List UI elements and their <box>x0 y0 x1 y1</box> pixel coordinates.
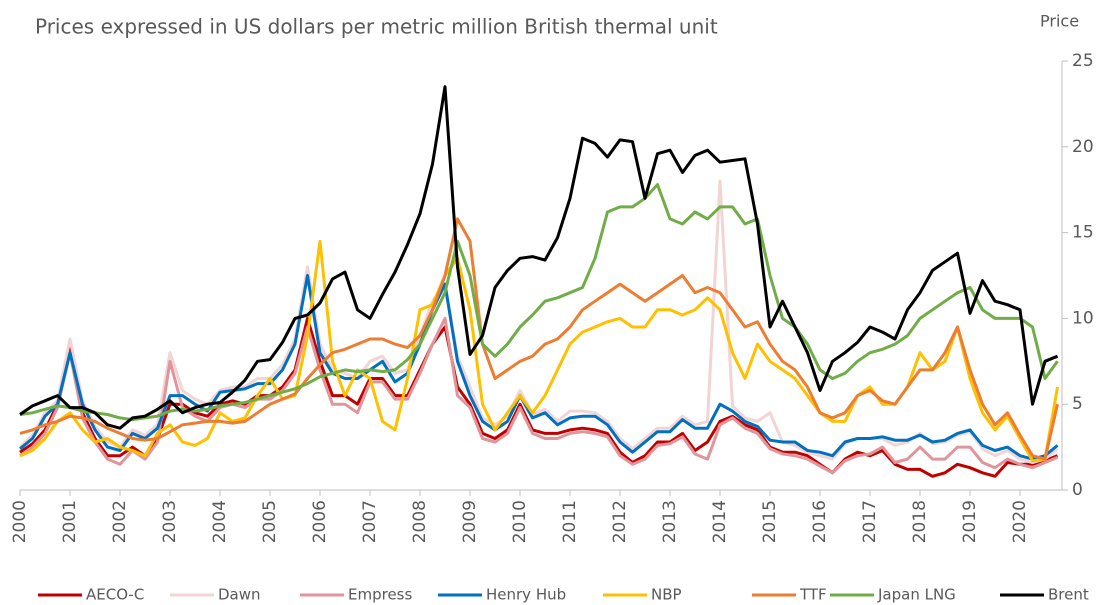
y-tick-label: 5 <box>1072 394 1083 414</box>
legend-label: Japan LNG <box>877 586 956 604</box>
x-tick-label: 2006 <box>310 500 330 543</box>
y-tick-label: 0 <box>1072 480 1083 500</box>
series-line <box>19 183 1059 422</box>
x-tick-label: 2009 <box>460 500 480 543</box>
series-line <box>19 316 1059 478</box>
x-tick-label: 2017 <box>860 500 880 543</box>
series-line <box>18 179 1059 464</box>
x-tick-label: 2012 <box>610 500 630 543</box>
legend-label: TTF <box>799 586 827 604</box>
series-line <box>19 316 1059 475</box>
x-tick-label: 2002 <box>110 500 130 543</box>
x-tick-label: 2004 <box>210 500 230 543</box>
y-tick-label: 15 <box>1072 223 1094 243</box>
x-tick-label: 2013 <box>660 500 680 543</box>
series-line <box>19 274 1059 461</box>
y-tick-label: 25 <box>1072 51 1094 71</box>
y-axis-label: Price <box>1040 12 1079 31</box>
x-tick-label: 2019 <box>960 500 980 543</box>
legend-label: Brent <box>1048 586 1089 604</box>
x-tick-label: 2016 <box>810 500 830 543</box>
y-tick-label: 10 <box>1072 308 1094 328</box>
legend-label: NBP <box>651 586 682 604</box>
legend-label: AECO-C <box>86 586 144 604</box>
series-line <box>19 217 1059 461</box>
legend-label: Empress <box>348 586 412 604</box>
x-tick-label: 2018 <box>910 500 930 543</box>
x-tick-label: 2007 <box>360 500 380 543</box>
series-line <box>19 239 1059 463</box>
x-tick-label: 2008 <box>410 500 430 543</box>
x-tick-label: 2000 <box>10 500 30 543</box>
x-tick-label: 2001 <box>60 500 80 543</box>
legend-label: Henry Hub <box>486 586 566 604</box>
x-tick-label: 2011 <box>560 500 580 543</box>
x-tick-label: 2005 <box>260 500 280 543</box>
x-tick-label: 2014 <box>710 500 730 543</box>
series-line <box>19 85 1059 430</box>
y-tick-label: 20 <box>1072 137 1094 157</box>
x-tick-label: 2003 <box>160 500 180 543</box>
x-tick-label: 2020 <box>1010 500 1030 543</box>
legend-label: Dawn <box>218 586 261 604</box>
x-tick-label: 2010 <box>510 500 530 543</box>
x-tick-label: 2015 <box>760 500 780 543</box>
chart-title: Prices expressed in US dollars per metri… <box>35 15 718 39</box>
